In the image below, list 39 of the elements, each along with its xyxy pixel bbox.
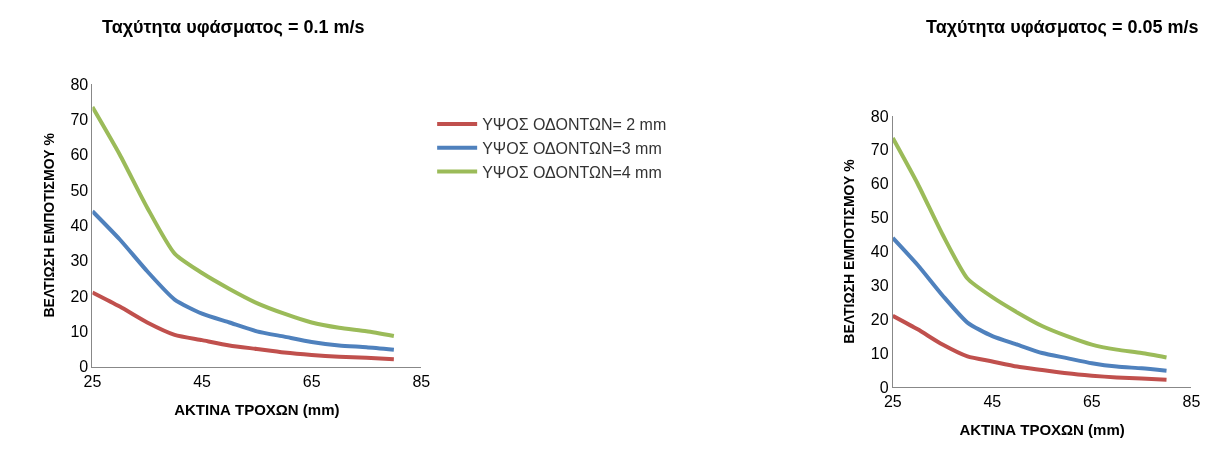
x-tick-label: 85 xyxy=(412,372,431,390)
y-tick-label: 60 xyxy=(870,175,889,193)
y-tick-label: 40 xyxy=(870,243,889,261)
line-series xyxy=(92,105,396,338)
y-tick-label: 40 xyxy=(70,216,89,234)
chart-title: Ταχύτητα υφάσματος = 0.1 m/s xyxy=(102,17,365,37)
x-axis-title: ΑΚΤΙΝΑ ΤΡΟΧΩΝ (mm) xyxy=(174,400,340,418)
y-tick-label: 10 xyxy=(70,322,89,340)
x-tick-label: 25 xyxy=(883,393,902,411)
x-tick-label: 65 xyxy=(1082,393,1101,411)
x-tick-label: 45 xyxy=(193,372,212,390)
line-series xyxy=(892,313,1169,382)
line-series xyxy=(892,235,1169,373)
line-series xyxy=(892,136,1169,360)
y-tick-label: 50 xyxy=(70,181,89,199)
y-tick-label: 20 xyxy=(70,287,89,305)
x-tick-label: 45 xyxy=(983,393,1002,411)
y-tick-label: 10 xyxy=(870,344,889,362)
y-axis-title: ΒΕΛΤΙΩΣΗ ΕΜΠΟΤΙΣΜΟΥ % xyxy=(41,132,58,318)
y-tick-label: 70 xyxy=(870,141,889,159)
y-tick-label: 80 xyxy=(70,75,89,93)
y-tick-label: 0 xyxy=(879,378,889,396)
legend-label: ΥΨΟΣ ΟΔΟΝΤΩΝ= 2 mm xyxy=(482,116,667,134)
y-tick-label: 30 xyxy=(870,276,889,294)
x-tick-label: 65 xyxy=(302,372,321,390)
legend-label: ΥΨΟΣ ΟΔΟΝΤΩΝ=4 mm xyxy=(482,163,662,181)
legend-label: ΥΨΟΣ ΟΔΟΝΤΩΝ=3 mm xyxy=(482,139,662,157)
x-axis-title: ΑΚΤΙΝΑ ΤΡΟΧΩΝ (mm) xyxy=(959,421,1125,439)
y-tick-label: 20 xyxy=(870,310,889,328)
line-series xyxy=(92,290,396,362)
y-tick-label: 80 xyxy=(870,107,889,125)
line-series xyxy=(92,209,396,352)
y-tick-label: 50 xyxy=(870,209,889,227)
x-tick-label: 85 xyxy=(1182,393,1201,411)
chart-title: Ταχύτητα υφάσματος = 0.05 m/s xyxy=(926,17,1199,37)
y-tick-label: 60 xyxy=(70,146,89,164)
y-tick-label: 30 xyxy=(70,252,89,270)
y-axis-title: ΒΕΛΤΙΩΣΗ ΕΜΠΟΤΙΣΜΟΥ % xyxy=(841,158,858,344)
y-tick-label: 70 xyxy=(70,110,89,128)
